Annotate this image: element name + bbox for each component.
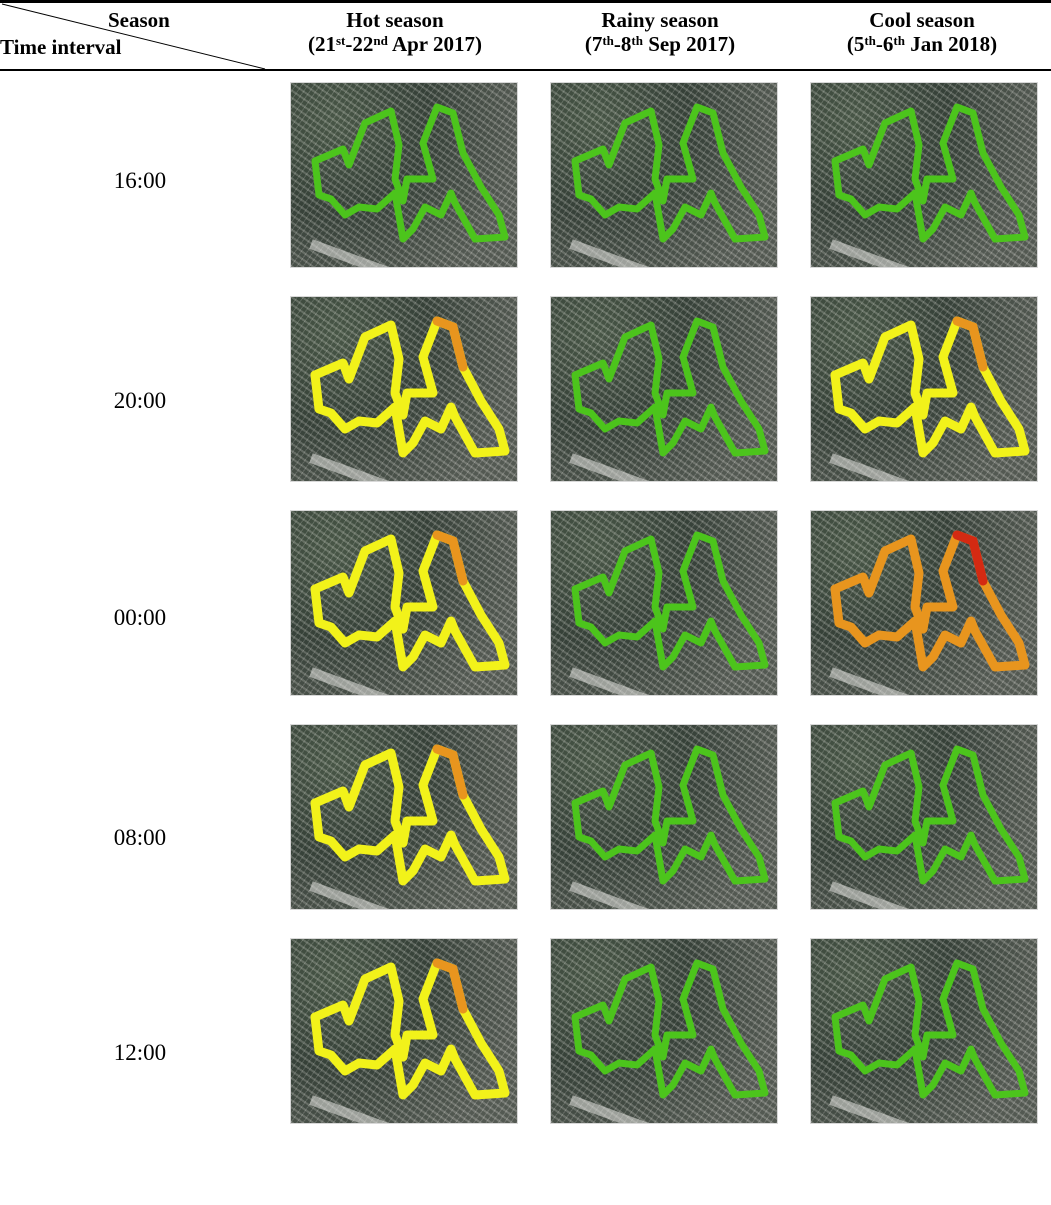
- map-cool-2000: [810, 296, 1038, 482]
- map-rainy-1600: [550, 82, 778, 268]
- column-dates: (21st-22nd Apr 2017): [308, 32, 482, 56]
- time-label-row-3: 00:00: [113, 605, 167, 630]
- column-title: Rainy season: [601, 8, 719, 32]
- map-hot-1600: [290, 82, 518, 268]
- route-path: [831, 745, 1029, 885]
- column-dates: (5th-6th Jan 2018): [846, 32, 998, 56]
- table-top-rule: [0, 0, 1051, 3]
- route-path: [310, 744, 510, 886]
- time-label-row-1: 16:00: [113, 168, 167, 193]
- route-path: [830, 530, 1030, 672]
- map-rainy-0000: [550, 510, 778, 696]
- map-cool-0000: [810, 510, 1038, 696]
- column-header-rainy-season: Rainy season (7th-8th Sep 2017): [530, 8, 790, 56]
- route-path: [311, 103, 509, 243]
- map-cool-1200: [810, 938, 1038, 1124]
- column-title: Hot season: [346, 8, 444, 32]
- column-header-hot-season: Hot season (21st-22nd Apr 2017): [265, 8, 525, 56]
- season-header-label: Season: [108, 8, 170, 32]
- route-path: [830, 316, 1030, 458]
- header-diagonal-line: [1, 3, 266, 70]
- map-hot-0000: [290, 510, 518, 696]
- route-path: [310, 958, 510, 1100]
- route-path: [310, 316, 510, 458]
- map-hot-1200: [290, 938, 518, 1124]
- route-path: [831, 103, 1029, 243]
- column-header-cool-season: Cool season (5th-6th Jan 2018): [792, 8, 1051, 56]
- column-dates: (7th-8th Sep 2017): [584, 32, 736, 56]
- map-rainy-0800: [550, 724, 778, 910]
- column-title: Cool season: [869, 8, 975, 32]
- map-hot-2000: [290, 296, 518, 482]
- time-label-row-5: 12:00: [113, 1040, 167, 1065]
- route-path: [571, 745, 769, 885]
- route-path: [571, 531, 769, 671]
- route-path: [310, 530, 510, 672]
- map-rainy-1200: [550, 938, 778, 1124]
- route-path: [831, 959, 1029, 1099]
- time-label-row-2: 20:00: [113, 388, 167, 413]
- route-path: [571, 103, 769, 243]
- route-path: [571, 959, 769, 1099]
- map-cool-1600: [810, 82, 1038, 268]
- map-hot-0800: [290, 724, 518, 910]
- time-interval-header-label: Time interval: [0, 35, 122, 59]
- route-path: [571, 317, 769, 457]
- header-bottom-rule: [0, 69, 1051, 71]
- time-label-row-4: 08:00: [113, 825, 167, 850]
- map-rainy-2000: [550, 296, 778, 482]
- map-cool-0800: [810, 724, 1038, 910]
